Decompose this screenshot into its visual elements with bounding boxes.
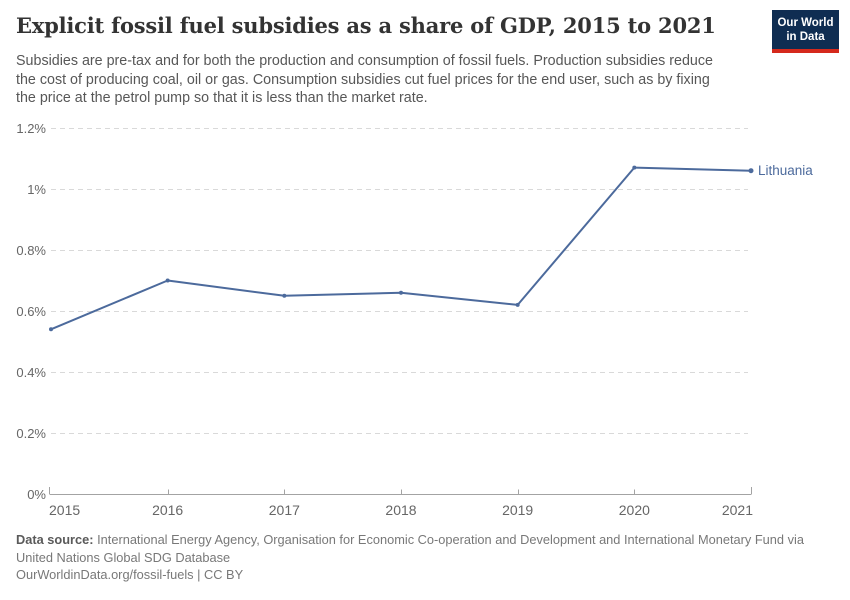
owid-logo-line2: in Data (786, 30, 825, 43)
data-point[interactable] (399, 290, 403, 295)
data-source: Data source: International Energy Agency… (16, 531, 836, 567)
owid-logo-line1: Our World (777, 17, 834, 29)
x-tick-label: 2015 (49, 502, 80, 518)
y-tick-label: 1.2% (16, 121, 46, 136)
y-tick-label: 0.6% (16, 304, 46, 319)
y-tick-label: 0.8% (16, 243, 46, 258)
data-point[interactable] (515, 302, 520, 307)
data-point[interactable] (282, 293, 287, 298)
x-tick-label: 2017 (269, 502, 300, 518)
x-tick-label: 2018 (385, 502, 416, 518)
data-source-label: Data source: (16, 532, 94, 547)
data-source-text: International Energy Agency, Organisatio… (16, 532, 804, 565)
license-link[interactable]: OurWorldinData.org/fossil-fuels | CC BY (16, 567, 244, 582)
data-point[interactable] (632, 165, 637, 170)
data-point[interactable] (748, 168, 754, 174)
y-tick-label: 0.4% (16, 365, 46, 380)
owid-logo[interactable]: Our World in Data (772, 10, 839, 53)
chart-subtitle: Subsidies are pre-tax and for both the p… (16, 53, 713, 106)
x-tick-label: 2016 (152, 502, 183, 518)
data-line[interactable] (50, 166, 752, 331)
x-tick-label: 2020 (619, 502, 650, 518)
y-tick-label: 0% (27, 487, 46, 502)
y-tick-label: 1% (27, 182, 46, 197)
data-point[interactable] (49, 327, 53, 332)
y-tick-label: 0.2% (16, 426, 46, 441)
data-point[interactable] (165, 278, 170, 283)
x-tick-label: 2021 (722, 502, 753, 518)
chart-title: Explicit fossil fuel subsidies as a shar… (16, 13, 716, 38)
x-tick-label: 2019 (502, 502, 533, 518)
series-label[interactable]: Lithuania (758, 163, 813, 178)
